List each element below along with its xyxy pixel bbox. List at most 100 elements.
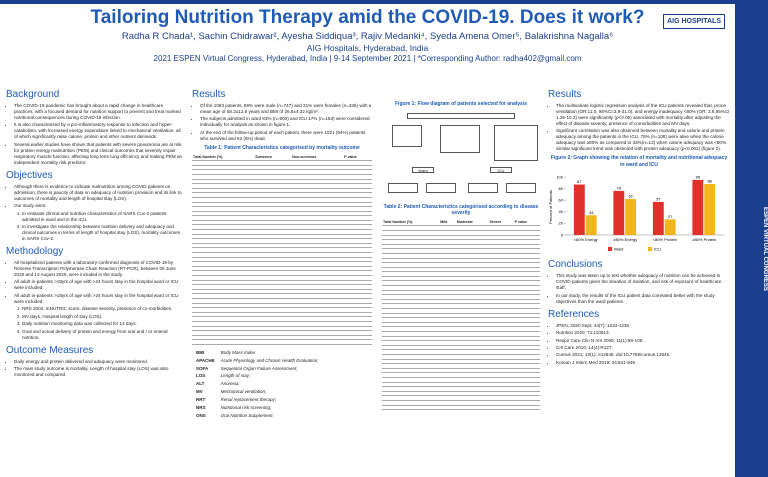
cell bbox=[254, 275, 292, 281]
abbr-row: ALT Anorexia; bbox=[194, 381, 320, 387]
cell bbox=[382, 363, 440, 369]
cell bbox=[291, 202, 344, 208]
cell bbox=[455, 303, 489, 310]
cell bbox=[439, 395, 456, 401]
cell bbox=[488, 276, 514, 282]
cell bbox=[439, 317, 456, 323]
flow-box bbox=[440, 124, 480, 153]
cell bbox=[488, 280, 514, 287]
cell bbox=[513, 258, 540, 264]
list: Of the 1083 patients, 69% were male (n=7… bbox=[192, 103, 372, 142]
bar bbox=[613, 191, 625, 236]
cell bbox=[291, 280, 344, 286]
row bbox=[192, 257, 372, 263]
abbr-row: APACHE Acute Physiology and Chronic Healt… bbox=[194, 358, 320, 364]
cell bbox=[291, 169, 344, 175]
row bbox=[382, 230, 540, 236]
cell bbox=[291, 188, 344, 194]
cell bbox=[343, 192, 372, 198]
cell bbox=[488, 258, 514, 264]
cell bbox=[291, 215, 344, 221]
y-tick-label: 80 bbox=[559, 186, 564, 191]
list-item: Nutrition 2020; 71:110613. bbox=[556, 330, 730, 336]
cell bbox=[343, 275, 372, 281]
abbr-term: ONS bbox=[196, 412, 206, 418]
cell bbox=[439, 230, 456, 236]
list-item: The main study outcome is mortality. Len… bbox=[14, 366, 184, 378]
row bbox=[192, 261, 372, 267]
legend-label: Ward bbox=[614, 247, 623, 252]
cell bbox=[439, 299, 456, 305]
abbr-def: Anorexia; bbox=[220, 381, 240, 387]
column-2: Results Of the 1083 patients, 69% were m… bbox=[192, 85, 372, 421]
cell bbox=[382, 313, 440, 319]
cell bbox=[291, 160, 344, 166]
cell bbox=[455, 322, 489, 328]
cell bbox=[343, 270, 372, 276]
data-label: 62 bbox=[628, 194, 633, 199]
cell bbox=[254, 261, 292, 267]
cell bbox=[488, 368, 514, 374]
cell bbox=[254, 266, 292, 272]
cell bbox=[192, 293, 255, 299]
list-item: MV days, Hospital length of stay (LOS). bbox=[22, 314, 184, 320]
cell bbox=[192, 179, 255, 185]
cell bbox=[488, 271, 514, 277]
row bbox=[382, 349, 540, 355]
cell bbox=[192, 289, 255, 295]
abbr-row: LOS Length of stay; bbox=[194, 373, 320, 379]
cell bbox=[192, 174, 255, 180]
cell bbox=[291, 335, 344, 341]
cell bbox=[439, 248, 456, 254]
row bbox=[192, 321, 372, 327]
cell bbox=[343, 229, 372, 235]
cell bbox=[455, 253, 489, 259]
cell bbox=[513, 340, 540, 346]
cell bbox=[455, 294, 489, 300]
cell bbox=[343, 197, 372, 203]
cell bbox=[343, 243, 372, 249]
list-item: All adult in-patients >18yrs of age with… bbox=[14, 293, 184, 305]
cell bbox=[382, 276, 440, 282]
cell bbox=[382, 271, 440, 277]
cell bbox=[382, 225, 440, 231]
row bbox=[382, 271, 540, 277]
legend-label: ICU bbox=[654, 247, 661, 252]
cell bbox=[254, 321, 292, 327]
cell bbox=[343, 257, 372, 263]
cell bbox=[192, 224, 255, 231]
row bbox=[192, 307, 372, 313]
cell bbox=[291, 293, 344, 299]
abbr-def: Renal replacement therapy; bbox=[220, 396, 276, 402]
row bbox=[192, 169, 372, 175]
row bbox=[382, 317, 540, 323]
flow-box bbox=[388, 182, 418, 193]
cell bbox=[382, 331, 440, 337]
cell bbox=[382, 395, 440, 401]
cell bbox=[382, 359, 440, 365]
cell bbox=[254, 303, 292, 309]
cell bbox=[382, 345, 440, 351]
cell bbox=[513, 290, 540, 296]
list-item: Respir Care Clin N Am 2005; 11(1):89-108… bbox=[556, 338, 730, 344]
list-item: Although there is evidence to indicate m… bbox=[14, 184, 184, 202]
cell bbox=[513, 262, 540, 268]
cell bbox=[513, 331, 540, 337]
cell bbox=[254, 179, 292, 185]
row bbox=[382, 294, 540, 300]
cell bbox=[343, 165, 372, 171]
cell bbox=[382, 299, 440, 305]
cell bbox=[291, 238, 344, 244]
cell bbox=[254, 206, 292, 212]
cell bbox=[254, 247, 292, 254]
y-axis-label: Percent of Patients bbox=[548, 190, 553, 224]
cell bbox=[254, 188, 292, 194]
row bbox=[192, 179, 372, 185]
x-tick-label: <80% Protein bbox=[653, 237, 677, 242]
cell bbox=[513, 225, 540, 231]
data-label: 95 bbox=[696, 175, 701, 180]
cell bbox=[382, 405, 440, 411]
cell bbox=[455, 331, 489, 337]
cell bbox=[513, 299, 540, 305]
